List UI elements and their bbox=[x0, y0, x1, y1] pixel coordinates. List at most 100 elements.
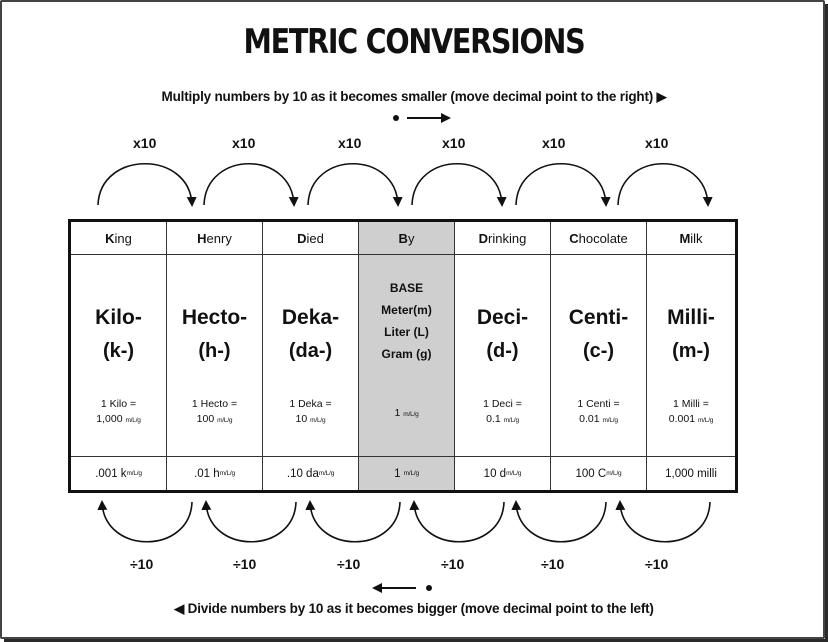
mnemonic-initial: K bbox=[105, 230, 115, 246]
unit-label: m/L/g bbox=[506, 470, 522, 477]
prefix-abbreviation: (d-) bbox=[486, 340, 519, 362]
relative-value-cell: .01 h m/L/g bbox=[167, 457, 263, 490]
relative-value: .001 k bbox=[95, 467, 127, 480]
equivalence-value: 100 bbox=[196, 413, 215, 425]
unit-cell: Hecto- (h-) 1 Hecto = 100 m/L/g bbox=[167, 255, 263, 457]
prefix-abbreviation: (da-) bbox=[288, 340, 333, 362]
equivalence-line: 1 Centi = bbox=[577, 398, 620, 410]
prefix-abbreviation: (k-) bbox=[102, 340, 135, 362]
multiply-instruction: Multiply numbers by 10 as it becomes sma… bbox=[0, 89, 828, 105]
mnemonic-initial: D bbox=[297, 230, 307, 246]
base-unit-cell: BASE Meter(m) Liter (L) Gram (g) 1 m/L/g bbox=[359, 255, 455, 457]
unit-cell: Deci- (d-) 1 Deci = 0.1 m/L/g bbox=[455, 255, 551, 457]
equivalence-value: 0.01 bbox=[579, 413, 600, 425]
relative-value-cell: 1 m/L/g bbox=[359, 457, 455, 490]
relative-value: 100 C bbox=[575, 467, 607, 480]
unit-equivalence: 1 m/L/g bbox=[394, 407, 418, 419]
relative-value-cell: .001 k m/L/g bbox=[71, 457, 167, 490]
left-triangle-icon: ◀ bbox=[174, 601, 185, 616]
unit-label: m/L/g bbox=[503, 417, 519, 424]
right-triangle-icon: ▶ bbox=[656, 89, 667, 104]
unit-label: m/L/g bbox=[403, 411, 419, 418]
unit-label: m/L/g bbox=[606, 470, 622, 477]
unit-cell: Centi- (c-) 1 Centi = 0.01 m/L/g bbox=[551, 255, 647, 457]
unit-label: m/L/g bbox=[697, 417, 714, 424]
relative-value: 10 d bbox=[483, 467, 507, 480]
equivalence-line: 10 m/L/g bbox=[289, 412, 331, 428]
mnemonic-initial: M bbox=[679, 230, 691, 246]
prefix-name: Deka- bbox=[281, 306, 340, 329]
multiply-label: x10 bbox=[645, 135, 669, 151]
multiply-arc-arrow bbox=[97, 163, 197, 207]
unit-cell: Milli- (m-) 1 Milli = 0.001 m/L/g bbox=[647, 255, 735, 457]
right-direction-arrow bbox=[393, 112, 453, 124]
arrow-line bbox=[380, 587, 416, 589]
equivalence-value: 0.001 bbox=[668, 413, 696, 425]
mnemonic-rest: ing bbox=[114, 230, 132, 246]
multiply-arc-arrow bbox=[411, 163, 507, 207]
multiply-label: x10 bbox=[442, 135, 466, 151]
multiply-label: x10 bbox=[133, 135, 157, 151]
equivalence-line: 1 Milli = bbox=[673, 398, 709, 410]
multiply-label: x10 bbox=[542, 135, 566, 151]
relative-value-cell: 10 d m/L/g bbox=[455, 457, 551, 490]
equivalence-value: 1 bbox=[394, 407, 401, 419]
multiply-arc-arrow bbox=[515, 163, 611, 207]
mnemonic-initial: D bbox=[478, 230, 489, 246]
multiply-instruction-text: Multiply numbers by 10 as it becomes sma… bbox=[161, 89, 654, 104]
equivalence-line: 0.01 m/L/g bbox=[577, 412, 619, 428]
base-meter: Meter(m) bbox=[381, 303, 432, 317]
prefix-name: Hecto- bbox=[181, 306, 248, 329]
mnemonic-rest: y bbox=[407, 230, 415, 246]
equivalence-line: 1,000 m/L/g bbox=[96, 412, 141, 428]
unit-label: m/L/g bbox=[602, 417, 618, 424]
base-liter: Liter (L) bbox=[384, 325, 429, 339]
unit-label: m/L/g bbox=[126, 470, 142, 477]
mnemonic-rest: hocolate bbox=[578, 230, 628, 246]
base-gram: Gram (g) bbox=[381, 347, 432, 361]
divide-instruction-text: Divide numbers by 10 as it becomes bigge… bbox=[187, 601, 654, 616]
prefix-name: Kilo- bbox=[95, 306, 142, 329]
unit-label: m/L/g bbox=[318, 470, 335, 477]
divide-label: ÷10 bbox=[130, 556, 154, 572]
multiply-arc-arrow bbox=[617, 163, 713, 207]
prefix-abbreviation: (c-) bbox=[582, 340, 615, 362]
divide-label: ÷10 bbox=[441, 556, 465, 572]
unit-label: m/L/g bbox=[125, 417, 141, 424]
divide-label: ÷10 bbox=[645, 556, 669, 572]
equivalence-line: 1 Deka = bbox=[289, 398, 332, 410]
equivalence-value: 0.1 bbox=[486, 413, 501, 425]
mnemonic-rest: enry bbox=[206, 230, 232, 246]
divide-label: ÷10 bbox=[337, 556, 361, 572]
divide-arc-arrow bbox=[409, 500, 505, 543]
multiply-label: x10 bbox=[338, 135, 362, 151]
unit-cell: Deka- (da-) 1 Deka = 10 m/L/g bbox=[263, 255, 359, 457]
equivalence-line: 0.1 m/L/g bbox=[483, 412, 522, 428]
prefix-abbreviation: (h-) bbox=[198, 340, 231, 362]
dot-icon bbox=[393, 115, 399, 121]
divide-arc-arrow bbox=[511, 500, 607, 543]
prefix-name: Milli- bbox=[667, 306, 715, 329]
unit-equivalence: 1 Centi = 0.01 m/L/g bbox=[577, 397, 619, 428]
multiply-label: x10 bbox=[232, 135, 256, 151]
unit-equivalence: 1 Kilo = 1,000 m/L/g bbox=[96, 397, 141, 428]
base-unit-block: BASE Meter(m) Liter (L) Gram (g) bbox=[381, 277, 432, 365]
arrow-line bbox=[407, 117, 443, 119]
arrow-head-icon bbox=[372, 583, 382, 593]
relative-value: 1,000 milli bbox=[665, 467, 717, 480]
unit-label: m/L/g bbox=[310, 417, 326, 424]
equivalence-value: 10 bbox=[295, 413, 308, 425]
divide-arc-arrow bbox=[201, 500, 297, 543]
equivalence-line: 100 m/L/g bbox=[192, 412, 237, 428]
relative-value: 1 bbox=[394, 467, 401, 480]
relative-value: .01 h bbox=[194, 467, 220, 480]
